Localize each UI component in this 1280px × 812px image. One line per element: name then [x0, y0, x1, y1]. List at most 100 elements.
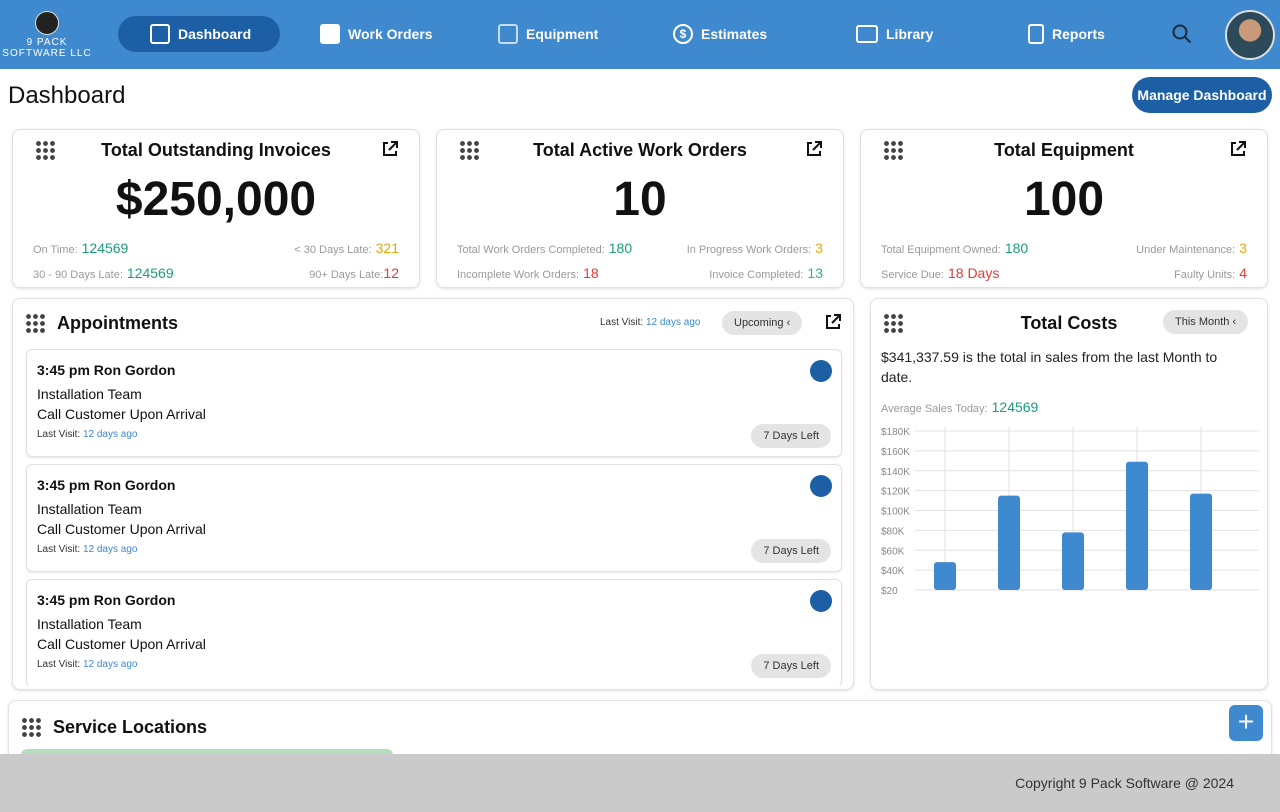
copyright: Copyright 9 Pack Software @ 2024: [1015, 775, 1234, 791]
bar[interactable]: [1126, 461, 1148, 590]
stat-faulty: Faulty Units: 4: [1174, 265, 1247, 281]
dashboard-icon: [150, 24, 170, 44]
card-total-equipment: Total Equipment 100 Total Equipment Owne…: [860, 129, 1268, 288]
external-link-icon[interactable]: [805, 140, 823, 158]
external-link-icon[interactable]: [1229, 140, 1247, 158]
card-title: Total Equipment: [994, 140, 1134, 160]
days-left-badge: 7 Days Left: [751, 654, 831, 678]
nav-label: Estimates: [701, 26, 768, 42]
card-active-work-orders: Total Active Work Orders 10 Total Work O…: [436, 129, 844, 288]
stat-incomplete: Incomplete Work Orders: 18: [457, 265, 599, 281]
nav-library[interactable]: Library: [840, 16, 949, 52]
stat-maintenance: Under Maintenance: 3: [1136, 240, 1247, 256]
appointment-team: Installation Team: [37, 501, 142, 517]
card-title: Total Outstanding Invoices: [101, 140, 331, 160]
drill-icon: [498, 24, 518, 44]
appointment-item[interactable]: 3:45 pm Ron Gordon Installation Team Cal…: [26, 579, 842, 685]
user-icon[interactable]: [810, 360, 832, 382]
appointment-title: 3:45 pm Ron Gordon: [37, 362, 176, 378]
nav-equipment[interactable]: Equipment: [482, 16, 614, 52]
appointment-note: Call Customer Upon Arrival: [37, 521, 206, 537]
logo[interactable]: 9 PACK SOFTWARE LLC: [0, 10, 94, 59]
y-tick-label: $20: [881, 586, 898, 597]
card-value: 10: [613, 173, 667, 226]
external-link-icon[interactable]: [824, 313, 842, 331]
stat-on-time: On Time: 124569: [33, 240, 129, 256]
drag-handle-icon[interactable]: [35, 140, 55, 160]
y-tick-label: $160K: [881, 447, 910, 458]
panel-title: Service Locations: [53, 717, 208, 737]
user-icon[interactable]: [810, 590, 832, 612]
card-value: $250,000: [115, 173, 317, 226]
drag-handle-icon[interactable]: [883, 313, 903, 333]
nav-label: Dashboard: [178, 26, 252, 42]
costs-summary: $341,337.59 is the total in sales from t…: [881, 349, 1218, 385]
costs-bar-chart: $180K $160K $140K $120K $100K $80K $60K $40K $20: [881, 427, 1259, 597]
user-icon[interactable]: [810, 475, 832, 497]
total-costs-panel: Total Costs This Month ‹ $341,337.59 is …: [870, 298, 1268, 690]
appointment-note: Call Customer Upon Arrival: [37, 636, 206, 652]
drag-handle-icon[interactable]: [25, 313, 45, 333]
stat-in-progress: In Progress Work Orders: 3: [686, 240, 823, 256]
appointment-last-visit: Last Visit: 12 days ago: [37, 429, 138, 440]
bar[interactable]: [1062, 532, 1084, 590]
avatar[interactable]: [1225, 10, 1275, 60]
upcoming-filter[interactable]: Upcoming ‹: [722, 311, 803, 335]
dollar-icon: $: [673, 24, 693, 44]
add-location-button[interactable]: +: [1229, 705, 1263, 741]
nav-label: Library: [886, 26, 934, 42]
stat-completed: Total Work Orders Completed: 180: [457, 240, 633, 256]
plus-icon: +: [1237, 706, 1255, 737]
appointment-item[interactable]: 3:45 pm Ron Gordon Installation Team Cal…: [26, 464, 842, 572]
y-tick-label: $140K: [881, 467, 910, 478]
appointment-last-visit: Last Visit: 12 days ago: [37, 544, 138, 555]
nav-reports[interactable]: Reports: [1012, 16, 1121, 52]
manage-dashboard-button[interactable]: Manage Dashboard: [1132, 77, 1272, 113]
top-nav: 9 PACK SOFTWARE LLC Dashboard Work Orders…: [0, 0, 1280, 69]
drag-handle-icon[interactable]: [883, 140, 903, 160]
stat-owned: Total Equipment Owned: 180: [881, 240, 1029, 256]
drag-handle-icon[interactable]: [459, 140, 479, 160]
bar[interactable]: [934, 562, 956, 590]
stat-service-due: Service Due: 18 Days: [881, 265, 1000, 281]
nav-estimates[interactable]: $ Estimates: [657, 16, 783, 52]
appointment-last-visit: Last Visit: 12 days ago: [37, 659, 138, 670]
appointments-list[interactable]: 3:45 pm Ron Gordon Installation Team Cal…: [13, 349, 853, 685]
appointment-team: Installation Team: [37, 386, 142, 402]
wolf-logo-icon: [35, 10, 59, 35]
y-tick-label: $100K: [881, 507, 910, 518]
days-left-badge: 7 Days Left: [751, 539, 831, 563]
last-visit: Last Visit: 12 days ago: [600, 317, 701, 328]
search-icon[interactable]: [1172, 24, 1192, 44]
appointment-title: 3:45 pm Ron Gordon: [37, 477, 176, 493]
card-outstanding-invoices: Total Outstanding Invoices $250,000 On T…: [12, 129, 420, 288]
average-sales: Average Sales Today: 124569: [881, 399, 1039, 415]
brand-line1: 9 PACK: [26, 36, 68, 48]
bar[interactable]: [998, 495, 1020, 590]
nav-label: Work Orders: [348, 26, 433, 42]
stat-invoice-completed: Invoice Completed: 13: [709, 265, 823, 281]
nav-label: Equipment: [526, 26, 599, 42]
card-value: 100: [1023, 173, 1105, 226]
clipboard-icon: [1028, 24, 1044, 44]
external-link-icon[interactable]: [381, 140, 399, 158]
page-title: Dashboard: [8, 82, 126, 109]
y-tick-label: $180K: [881, 427, 910, 438]
drag-handle-icon[interactable]: [21, 717, 41, 737]
nav-work-orders[interactable]: Work Orders: [304, 16, 449, 52]
stat-90-plus: 90+ Days Late:12: [309, 265, 399, 281]
y-tick-label: $40K: [881, 566, 905, 577]
nav-label: Reports: [1052, 26, 1105, 42]
brand-line2: SOFTWARE LLC: [2, 47, 92, 59]
panel-title: Total Costs: [1020, 313, 1118, 333]
appointment-item[interactable]: 3:45 pm Ron Gordon Installation Team Cal…: [26, 349, 842, 457]
folder-icon: [320, 24, 340, 44]
appointment-team: Installation Team: [37, 616, 142, 632]
y-tick-label: $80K: [881, 526, 905, 537]
stat-30-90: 30 - 90 Days Late: 124569: [33, 265, 174, 281]
appointment-note: Call Customer Upon Arrival: [37, 406, 206, 422]
this-month-filter[interactable]: This Month ‹: [1163, 310, 1249, 334]
days-left-badge: 7 Days Left: [751, 424, 831, 448]
bar[interactable]: [1190, 493, 1212, 590]
nav-dashboard[interactable]: Dashboard: [118, 16, 280, 52]
